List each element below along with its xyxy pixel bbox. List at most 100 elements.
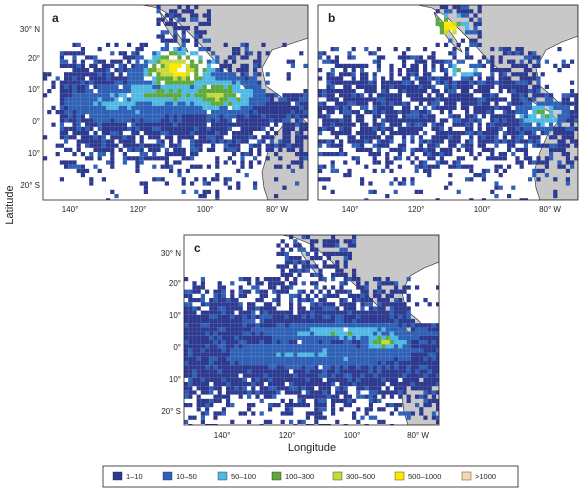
density-cell — [376, 97, 381, 102]
density-cell — [297, 327, 302, 332]
density-cell — [295, 114, 300, 119]
density-cell — [200, 398, 205, 403]
density-cell — [259, 373, 264, 378]
density-cell — [114, 126, 119, 131]
density-cell — [301, 356, 306, 361]
density-cell — [406, 415, 411, 420]
density-cell — [335, 264, 340, 269]
density-cell — [486, 89, 491, 94]
density-cell — [247, 348, 252, 353]
density-cell — [486, 59, 491, 64]
density-cell — [469, 17, 474, 22]
density-cell — [364, 377, 369, 382]
density-cell — [322, 361, 327, 366]
density-cell — [331, 369, 336, 374]
density-cell — [257, 118, 262, 123]
density-cell — [385, 160, 390, 165]
density-cell — [253, 143, 258, 148]
density-cell — [523, 93, 528, 98]
density-cell — [192, 356, 197, 361]
density-cell — [230, 419, 235, 424]
density-cell — [519, 139, 524, 144]
density-cell — [314, 306, 319, 311]
density-cell — [217, 386, 222, 391]
density-cell — [385, 377, 390, 382]
density-cell — [217, 377, 222, 382]
density-cell — [248, 105, 253, 110]
density-cell — [394, 382, 399, 387]
density-cell — [423, 382, 428, 387]
density-cell — [402, 302, 407, 307]
density-cell — [352, 314, 357, 319]
density-cell — [76, 105, 81, 110]
density-cell — [290, 160, 295, 165]
density-cell — [507, 47, 512, 52]
density-cell — [314, 272, 319, 277]
density-cell — [97, 168, 102, 173]
density-cell — [419, 386, 424, 391]
density-cell — [169, 143, 174, 148]
density-cell — [89, 135, 94, 140]
density-cell — [289, 335, 294, 340]
density-cell — [190, 139, 195, 144]
density-cell — [196, 331, 201, 336]
density-cell — [238, 356, 243, 361]
density-cell — [110, 105, 115, 110]
density-cell — [343, 281, 348, 286]
density-cell — [217, 323, 222, 328]
density-cell — [268, 390, 273, 395]
density-cell — [431, 331, 436, 336]
density-cell — [68, 147, 73, 152]
density-cell — [227, 68, 232, 73]
density-cell — [436, 340, 439, 345]
density-cell — [276, 348, 281, 353]
density-cell — [557, 126, 562, 131]
density-cell — [394, 298, 399, 303]
density-cell — [223, 97, 228, 102]
density-cell — [356, 373, 361, 378]
density-cell — [419, 407, 424, 412]
density-cell — [339, 131, 344, 136]
density-cell — [314, 264, 319, 269]
density-cell — [169, 164, 174, 169]
density-cell — [410, 365, 415, 370]
density-cell — [343, 247, 348, 252]
density-cell — [360, 143, 365, 148]
density-cell — [351, 143, 356, 148]
density-cell — [364, 394, 369, 399]
density-cell — [431, 135, 436, 140]
density-cell — [251, 314, 256, 319]
density-cell — [423, 352, 428, 357]
density-cell — [274, 152, 279, 157]
density-cell — [528, 139, 533, 144]
density-cell — [64, 93, 69, 98]
density-cell — [206, 105, 211, 110]
density-cell — [152, 164, 157, 169]
density-cell — [334, 76, 339, 81]
density-cell — [269, 97, 274, 102]
density-cell — [368, 51, 373, 56]
density-cell — [439, 21, 444, 26]
density-cell — [188, 293, 193, 298]
density-cell — [209, 348, 214, 353]
density-cell — [205, 327, 210, 332]
density-cell — [364, 80, 369, 85]
density-cell — [177, 131, 182, 136]
density-cell — [230, 306, 235, 311]
density-cell — [268, 356, 273, 361]
density-cell — [280, 352, 285, 357]
density-cell — [221, 373, 226, 378]
density-cell — [261, 122, 266, 127]
density-cell — [268, 310, 273, 315]
density-cell — [377, 377, 382, 382]
density-cell — [217, 289, 222, 294]
density-cell — [192, 382, 197, 387]
density-cell — [397, 110, 402, 115]
density-cell — [389, 80, 394, 85]
density-cell — [240, 105, 245, 110]
density-cell — [80, 47, 85, 52]
density-cell — [402, 135, 407, 140]
density-cell — [486, 76, 491, 81]
density-cell — [347, 80, 352, 85]
density-cell — [80, 164, 85, 169]
